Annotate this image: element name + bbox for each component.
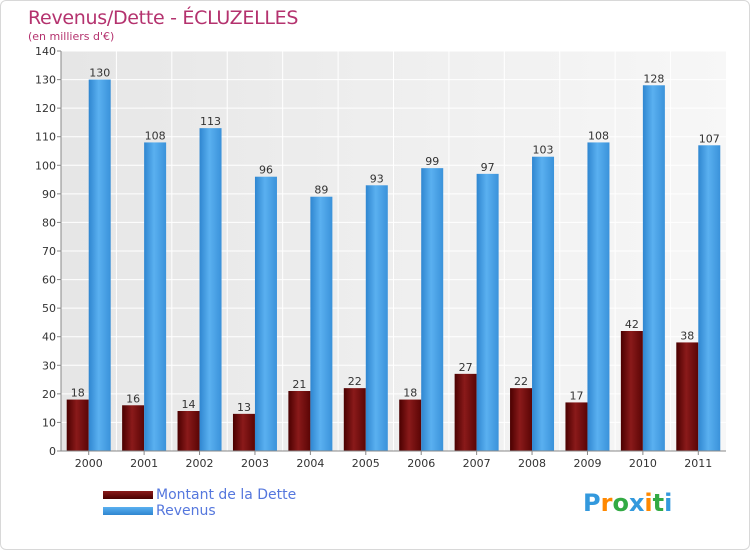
y-tick-label: 10 [42, 416, 56, 429]
bar-revenus [642, 85, 665, 452]
y-tick-label: 0 [49, 445, 56, 458]
data-label: 97 [481, 161, 495, 174]
data-label: 108 [145, 129, 166, 142]
bar-debt [399, 399, 422, 451]
y-tick-label: 90 [42, 188, 56, 201]
logo-letter: i [644, 489, 653, 517]
data-label: 96 [259, 164, 273, 177]
logo-letter: r [600, 489, 613, 517]
bar-debt [510, 388, 533, 451]
x-tick-label: 2006 [407, 457, 435, 470]
legend-item-debt: Montant de la Dette [103, 487, 296, 503]
legend-label-debt: Montant de la Dette [156, 487, 297, 503]
x-tick-label: 2007 [463, 457, 491, 470]
x-tick-label: 2002 [186, 457, 214, 470]
x-tick-label: 2005 [352, 457, 380, 470]
y-tick-label: 30 [42, 359, 56, 372]
bar-revenus [254, 176, 277, 451]
legend-label-revenus: Revenus [156, 503, 216, 519]
y-tick-label: 80 [42, 216, 56, 229]
data-label: 99 [425, 155, 439, 168]
bar-debt [620, 331, 643, 451]
chart-subtitle: (en milliers d'€) [28, 30, 115, 43]
legend: Montant de la Dette Revenus [103, 487, 296, 519]
y-tick-label: 110 [35, 131, 56, 144]
proxiti-logo: Proxiti [583, 489, 672, 517]
bar-debt [343, 388, 366, 451]
x-tick-label: 2000 [75, 457, 103, 470]
data-label: 38 [680, 329, 694, 342]
x-tick-label: 2010 [629, 457, 657, 470]
legend-swatch-revenus [103, 507, 153, 515]
logo-letter: P [583, 489, 601, 517]
bar-debt [454, 373, 477, 451]
data-label: 18 [71, 387, 85, 400]
logo-letter: t [652, 489, 665, 517]
chart-title: Revenus/Dette - ÉCLUZELLES [28, 7, 299, 29]
logo-letter: x [628, 489, 645, 517]
data-label: 16 [126, 392, 140, 405]
bar-revenus [144, 142, 167, 451]
y-tick-label: 130 [35, 74, 56, 87]
bar-revenus [199, 128, 222, 451]
bar-revenus [365, 185, 388, 452]
bar-revenus [476, 173, 499, 451]
data-label: 107 [699, 132, 720, 145]
data-label: 27 [459, 361, 473, 374]
logo-letter: i [664, 489, 673, 517]
data-label: 103 [533, 144, 554, 157]
y-tick-label: 120 [35, 102, 56, 115]
data-label: 18 [403, 387, 417, 400]
data-label: 108 [588, 129, 609, 142]
bar-debt [565, 402, 588, 451]
data-label: 13 [237, 401, 251, 414]
bar-debt [288, 391, 311, 451]
y-tick-label: 40 [42, 331, 56, 344]
data-label: 113 [200, 115, 221, 128]
y-tick-label: 100 [35, 159, 56, 172]
data-label: 21 [292, 378, 306, 391]
y-tick-label: 60 [42, 274, 56, 287]
x-tick-label: 2008 [518, 457, 546, 470]
bar-revenus [88, 79, 111, 452]
bar-revenus [532, 156, 555, 451]
y-tick-label: 50 [42, 302, 56, 315]
y-tick-label: 70 [42, 245, 56, 258]
data-label: 17 [569, 389, 583, 402]
data-label: 42 [625, 318, 639, 331]
logo-letter: o [612, 489, 629, 517]
y-tick-label: 140 [35, 45, 56, 58]
data-label: 128 [643, 72, 664, 85]
y-tick-label: 20 [42, 388, 56, 401]
legend-item-revenus: Revenus [103, 503, 296, 519]
x-tick-label: 2003 [241, 457, 269, 470]
bar-revenus [421, 168, 444, 451]
legend-swatch-debt [103, 491, 153, 499]
x-tick-label: 2009 [573, 457, 601, 470]
bar-revenus [310, 196, 333, 451]
bar-revenus [698, 145, 721, 452]
data-label: 93 [370, 172, 384, 185]
data-label: 130 [89, 67, 110, 80]
data-label: 14 [182, 398, 196, 411]
bar-debt [177, 411, 200, 451]
bar-revenus [587, 142, 610, 451]
x-tick-label: 2011 [684, 457, 712, 470]
data-label: 22 [514, 375, 528, 388]
data-label: 22 [348, 375, 362, 388]
bar-debt [66, 399, 89, 451]
data-label: 89 [314, 184, 328, 197]
x-tick-label: 2004 [296, 457, 324, 470]
bar-debt [232, 413, 255, 451]
x-tick-label: 2001 [130, 457, 158, 470]
bar-debt [676, 342, 699, 451]
bar-debt [122, 405, 145, 451]
